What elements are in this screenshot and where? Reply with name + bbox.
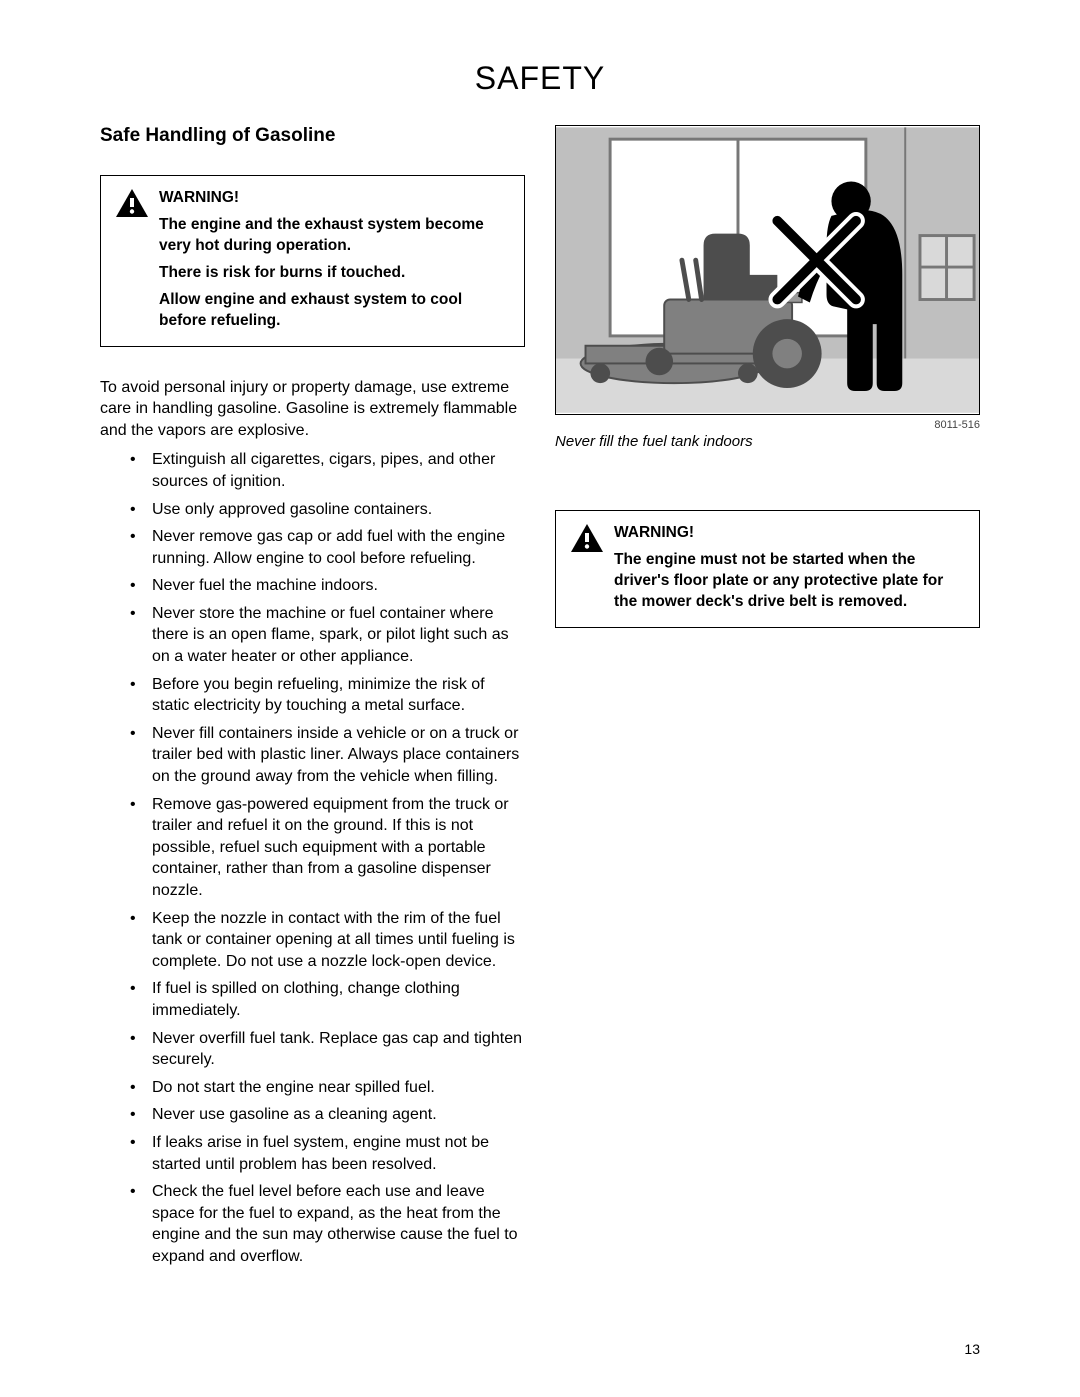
list-item: Keep the nozzle in contact with the rim … [134,908,525,973]
list-item: Do not start the engine near spilled fue… [134,1077,525,1099]
warning-text-group: WARNING! The engine and the exhaust syst… [159,188,510,332]
figure-caption: Never fill the fuel tank indoors [555,433,980,450]
intro-paragraph: To avoid personal injury or property dam… [100,377,525,442]
safety-bullet-list: Extinguish all cigarettes, cigars, pipes… [100,449,525,1267]
illustration-mower-indoors [556,126,979,414]
list-item: Never overfill fuel tank. Replace gas ca… [134,1028,525,1071]
warning-box-hot-engine: WARNING! The engine and the exhaust syst… [100,175,525,347]
warning-label: WARNING! [159,188,510,209]
warning-label: WARNING! [614,523,965,544]
warning-text-group: WARNING! The engine must not be started … [614,523,965,613]
list-item: Before you begin refueling, minimize the… [134,674,525,717]
page-number: 13 [964,1341,980,1357]
left-column: Safe Handling of Gasoline WARNING! The e… [100,125,525,1274]
figure-indoor-refuel [555,125,980,415]
list-item: Never fill containers inside a vehicle o… [134,723,525,788]
list-item: Never fuel the machine indoors. [134,575,525,597]
warning-line: The engine must not be started when the … [614,550,965,613]
warning-triangle-icon [570,523,604,553]
list-item: If fuel is spilled on clothing, change c… [134,978,525,1021]
warning-triangle-icon [115,188,149,218]
warning-box-floor-plate: WARNING! The engine must not be started … [555,510,980,628]
list-item: Never store the machine or fuel containe… [134,603,525,668]
right-column: 8011-516 Never fill the fuel tank indoor… [555,125,980,1274]
two-column-layout: Safe Handling of Gasoline WARNING! The e… [100,125,980,1274]
list-item: Never remove gas cap or add fuel with th… [134,526,525,569]
warning-line: The engine and the exhaust system become… [159,215,510,257]
section-heading: Safe Handling of Gasoline [100,125,525,147]
list-item: Use only approved gasoline containers. [134,499,525,521]
list-item: If leaks arise in fuel system, engine mu… [134,1132,525,1175]
list-item: Extinguish all cigarettes, cigars, pipes… [134,449,525,492]
list-item: Never use gasoline as a cleaning agent. [134,1104,525,1126]
figure-id: 8011-516 [555,419,980,431]
page-title: SAFETY [100,60,980,97]
list-item: Remove gas-powered equipment from the tr… [134,794,525,902]
list-item: Check the fuel level before each use and… [134,1181,525,1267]
warning-line: There is risk for burns if touched. [159,263,510,284]
warning-line: Allow engine and exhaust system to cool … [159,290,510,332]
